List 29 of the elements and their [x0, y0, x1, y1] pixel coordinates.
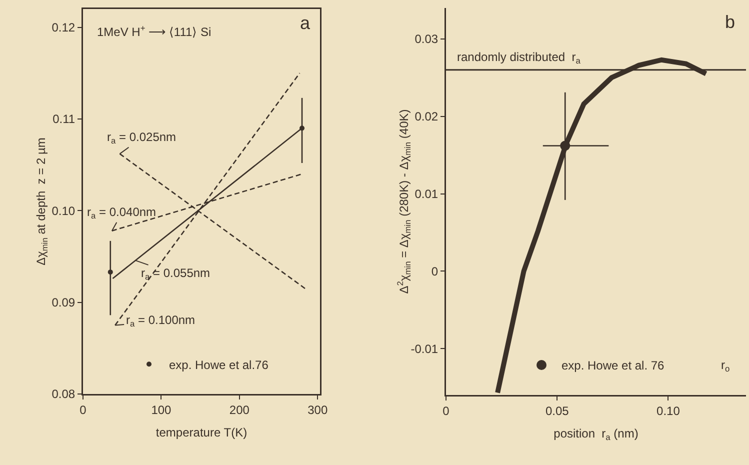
y-tick-label: -0.01: [410, 342, 438, 356]
y-tick-label: 0.01: [414, 186, 438, 201]
y-tick-label: 0.09: [52, 296, 76, 310]
x-tick-label: 0.05: [545, 404, 570, 418]
legend-label: exp. Howe et al.76: [169, 358, 269, 372]
annotation: a: [300, 13, 311, 33]
x-tick-label: 200: [229, 402, 250, 417]
x-axis-title: position r$_{a}$ (nm): [554, 426, 638, 442]
y-tick-label: 0.03: [414, 32, 438, 46]
legend-label: exp. Howe et al. 76: [562, 358, 665, 373]
x-tick-label: 300: [308, 402, 328, 417]
series-label: r$_{a}$ = 0.025nm: [107, 130, 176, 146]
y-tick-label: 0.08: [52, 387, 76, 402]
y-tick-label: 0.11: [52, 112, 76, 126]
annotation: 1MeV H$^{+}$ ⟶ ⟨111⟩ Si: [97, 23, 212, 40]
x-tick-label: 100: [151, 402, 172, 417]
legend-label: r$_{a}$ = 0.100nm: [126, 313, 196, 329]
y-tick-label: 0.02: [414, 110, 438, 124]
y-tick-label: 0.12: [52, 20, 76, 35]
x-tick-label: 0.10: [656, 404, 680, 418]
y-tick-label: 0: [431, 264, 438, 278]
annotation: b: [725, 12, 736, 32]
series-label: r$_{a}$ = 0.040nm: [87, 205, 156, 221]
x-tick-label: 0: [80, 402, 87, 417]
ref-line-label: randomly distributed r$_{a}$: [457, 50, 581, 66]
x-axis-title: temperature T(K): [156, 426, 248, 440]
annotation: r$_{o}$: [721, 358, 730, 374]
x-tick-label: 0: [442, 404, 450, 418]
y-tick-label: 0.10: [52, 204, 76, 218]
